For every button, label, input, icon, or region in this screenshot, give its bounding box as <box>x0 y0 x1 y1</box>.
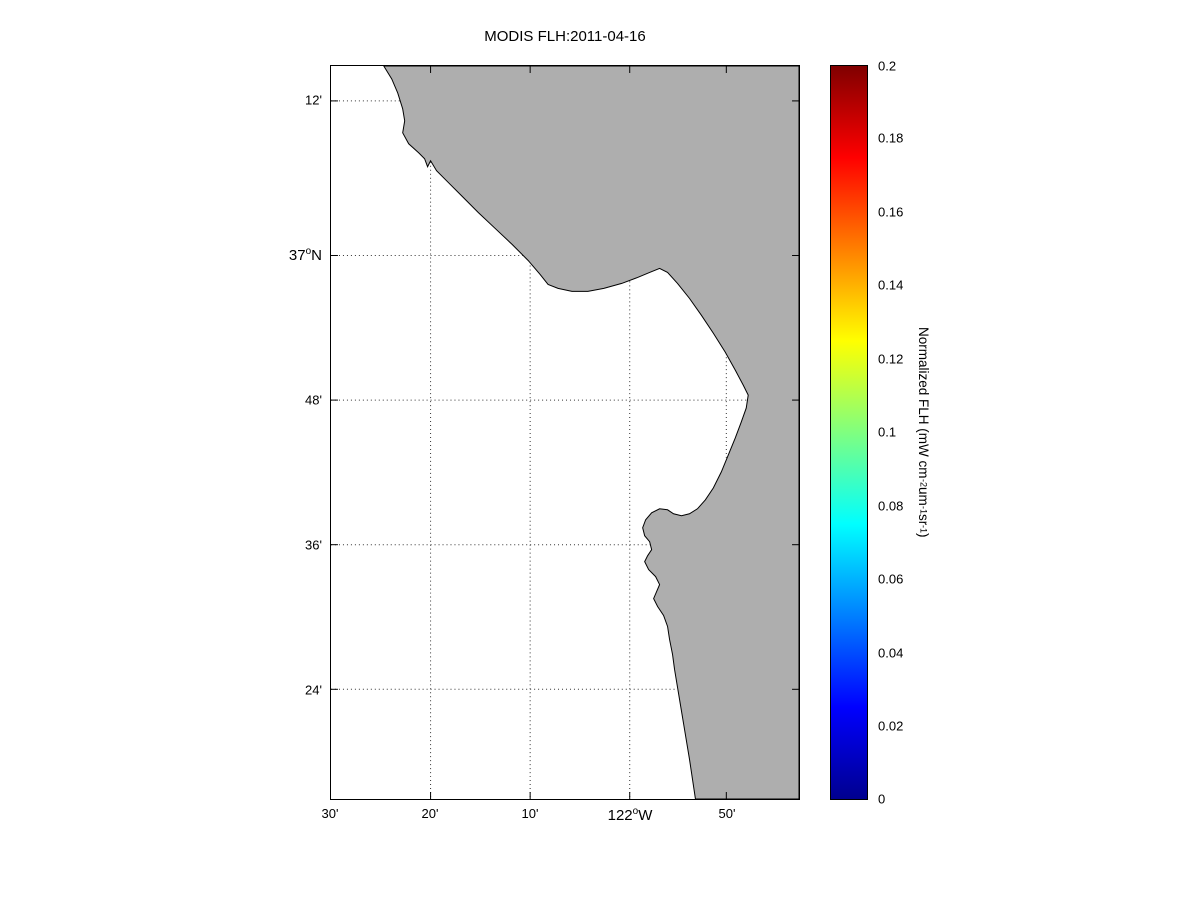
colorbar-tick-0.20: 0.2 <box>878 58 897 74</box>
degree-superscript: o <box>305 246 312 257</box>
map-svg <box>331 66 799 799</box>
axis-tick-marks <box>331 66 799 799</box>
colorbar-label-text: ) <box>916 533 931 538</box>
y-tick-label-24min: 24' <box>305 682 322 698</box>
degree-superscript: o <box>632 806 639 817</box>
y-deg-direction: N <box>311 247 322 264</box>
plot-title: MODIS FLH:2011-04-16 <box>484 28 646 45</box>
x-deg-value: 122 <box>607 807 633 824</box>
colorbar-label-exponent: -1 <box>918 505 929 514</box>
colorbar-tick-0.02: 0.02 <box>878 718 904 734</box>
colorbar-tick-0.14: 0.14 <box>878 277 904 293</box>
x-tick-label-30min: 30' <box>321 806 339 821</box>
y-tick-label-37N: 37oN <box>240 246 322 264</box>
colorbar-tick-0.04: 0.04 <box>878 645 904 661</box>
colorbar-tick-0: 0 <box>878 791 886 807</box>
y-tick-label-36min: 36' <box>305 537 322 553</box>
colorbar-label-exponent: -2 <box>918 478 929 487</box>
x-tick-label-10min: 10' <box>521 806 539 821</box>
y-tick-label-12min: 12' <box>305 92 322 108</box>
colorbar-label-text: Normalized FLH (mW cm <box>916 327 931 479</box>
colorbar-tick-0.12: 0.12 <box>878 351 904 367</box>
y-tick-label-48min: 48' <box>305 392 322 408</box>
y-deg-value: 37 <box>288 247 306 264</box>
colorbar-tick-0.08: 0.08 <box>878 498 904 514</box>
colorbar-label-text: um <box>916 486 931 506</box>
colorbar-tick-0.16: 0.16 <box>878 204 904 220</box>
x-tick-label-122W: 122oW <box>608 806 653 824</box>
colorbar-axis-label: Normalized FLH (mW cm -2 um -1 sr -1) <box>916 65 931 800</box>
colorbar-label-text: sr <box>916 513 931 526</box>
land-shape <box>383 66 799 799</box>
x-deg-direction: W <box>638 807 653 824</box>
x-tick-label-20min: 20' <box>421 806 439 821</box>
colorbar-label-exponent: -1 <box>918 525 929 534</box>
colorbar-tick-0.18: 0.18 <box>878 130 904 146</box>
colorbar-tick-0.10: 0.1 <box>878 424 897 440</box>
colorbar-tick-0.06: 0.06 <box>878 571 904 587</box>
plot-area <box>330 65 800 800</box>
x-tick-label-50min: 50' <box>718 806 736 821</box>
colorbar-gradient <box>830 65 868 800</box>
